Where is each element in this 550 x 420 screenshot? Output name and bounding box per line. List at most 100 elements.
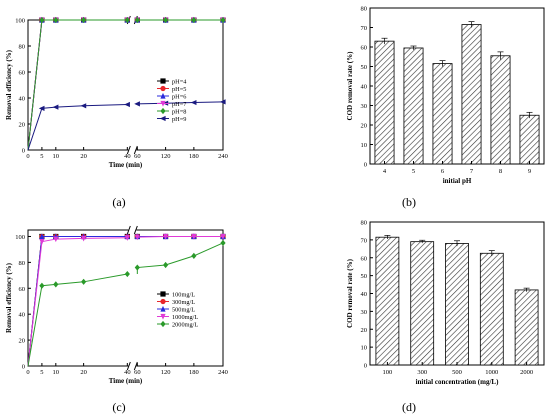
y-tick-label: 60 xyxy=(361,45,368,52)
bar xyxy=(375,236,400,366)
data-point xyxy=(162,16,169,24)
x-tick-label: 7 xyxy=(470,168,474,175)
data-point xyxy=(220,239,226,247)
series-line xyxy=(27,19,128,151)
plot-frame xyxy=(27,19,224,151)
x-tick-label: 240 xyxy=(218,153,228,160)
data-point xyxy=(162,261,169,269)
data-point xyxy=(39,239,45,245)
legend-label: 500mg/L xyxy=(172,306,195,313)
x-tick-label: 60 xyxy=(134,369,141,376)
panel-label-a: (a) xyxy=(112,195,125,209)
x-tick-label: 100 xyxy=(383,369,393,376)
data-point xyxy=(39,16,45,24)
y-axis-label: COD removal rate (%) xyxy=(346,258,354,328)
x-tick-label: 60 xyxy=(134,153,141,160)
y-tick-label: 80 xyxy=(19,44,26,51)
y-tick-label: 0 xyxy=(364,162,367,169)
series-line xyxy=(27,235,128,367)
data-point xyxy=(134,264,140,271)
y-tick-label: 70 xyxy=(361,25,368,32)
x-tick-label: 8 xyxy=(499,168,502,175)
y-tick-label: 40 xyxy=(361,84,368,91)
x-tick-label: 10 xyxy=(53,369,60,376)
legend-label: 1000mg/L xyxy=(172,314,198,321)
y-tick-label: 10 xyxy=(361,142,368,149)
y-tick-label: 40 xyxy=(361,291,368,298)
y-tick-label: 20 xyxy=(361,327,368,334)
x-axis-label: Time (min) xyxy=(109,161,143,169)
data-point xyxy=(80,103,87,109)
x-axis-label: initial concentration (mg/L) xyxy=(416,378,499,386)
data-point xyxy=(134,234,140,241)
series-line xyxy=(27,104,128,151)
y-tick-label: 60 xyxy=(361,255,368,262)
data-point xyxy=(220,16,226,24)
legend-label: 100mg/L xyxy=(172,291,195,298)
bar xyxy=(410,241,435,366)
x-tick-label: 9 xyxy=(528,168,531,175)
y-tick-label: 30 xyxy=(361,309,368,316)
x-tick-label: 120 xyxy=(161,369,171,376)
x-axis-label: initial pH xyxy=(443,177,472,185)
data-point xyxy=(191,233,197,240)
series-line xyxy=(27,273,128,367)
x-tick-label: 5 xyxy=(40,369,43,376)
data-point xyxy=(81,16,87,24)
axis-break-bottom-gap xyxy=(128,363,137,369)
x-tick-label: 240 xyxy=(218,369,228,376)
data-point xyxy=(191,252,197,260)
data-point xyxy=(39,233,45,240)
y-tick-label: 20 xyxy=(19,338,26,345)
bar xyxy=(514,289,539,366)
x-tick-label: 0 xyxy=(26,369,29,376)
legend-label: pH=4 xyxy=(172,78,187,85)
data-point xyxy=(53,281,59,288)
data-point xyxy=(219,99,226,105)
y-tick-label: 70 xyxy=(361,237,368,244)
y-tick-label: 0 xyxy=(22,148,25,155)
x-tick-label: 5 xyxy=(412,168,415,175)
bar xyxy=(445,243,469,366)
bar xyxy=(519,114,540,165)
x-axis-label: Time (min) xyxy=(109,377,143,385)
panel-b: 0 10 20 30 40 50 60 70 80 4 5 6 7 8 9 initial pH COD rem… xyxy=(346,6,545,209)
x-tick-label: 40 xyxy=(124,153,131,160)
panel-label-b: (b) xyxy=(402,195,416,209)
data-point xyxy=(220,233,226,240)
data-point xyxy=(124,16,130,24)
axis-break-mark xyxy=(126,361,131,371)
axis-break-mark xyxy=(126,145,131,155)
y-tick-label: 80 xyxy=(361,6,368,13)
bar xyxy=(461,24,482,165)
bar xyxy=(403,47,424,165)
legend-marker xyxy=(160,85,166,92)
series-line xyxy=(27,19,128,151)
data-point xyxy=(81,278,87,285)
legend-marker xyxy=(160,78,166,84)
legend-marker xyxy=(160,305,166,312)
data-point xyxy=(134,101,140,107)
axis-break-bottom-gap xyxy=(128,147,137,153)
y-tick-label: 30 xyxy=(361,103,368,110)
y-axis-label: Removal efficiency (%) xyxy=(5,49,13,120)
legend-marker xyxy=(160,107,166,115)
y-tick-label: 20 xyxy=(361,123,368,130)
x-tick-label: 40 xyxy=(124,369,131,376)
data-point xyxy=(53,236,59,243)
data-point xyxy=(124,101,130,108)
series-line xyxy=(27,19,128,151)
legend-label: pH=7 xyxy=(172,101,186,108)
y-tick-label: 0 xyxy=(364,363,367,370)
y-tick-label: 60 xyxy=(19,70,26,77)
data-point xyxy=(53,16,59,24)
data-point xyxy=(124,235,130,241)
y-tick-label: 20 xyxy=(19,122,26,129)
y-tick-label: 60 xyxy=(19,286,26,293)
x-tick-label: 300 xyxy=(417,369,427,376)
series-line xyxy=(136,242,224,275)
bar-chart-d: 0 10 20 30 40 50 60 70 80 100 300 500 1000 2000 initia… xyxy=(346,220,545,386)
plot-frame xyxy=(369,7,545,165)
